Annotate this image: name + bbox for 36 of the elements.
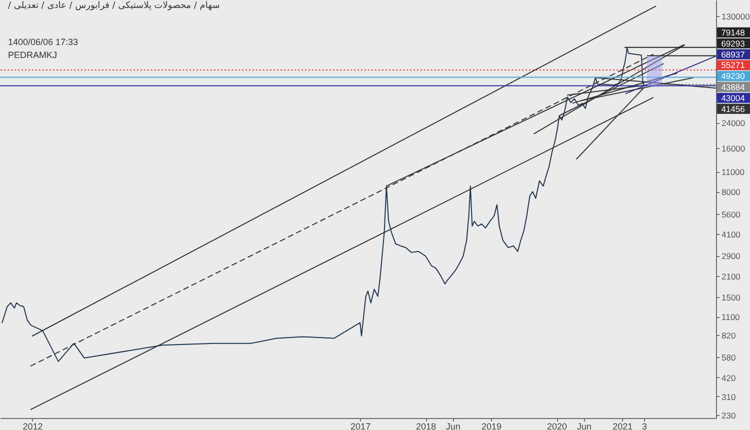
y-tick-label: 230 — [722, 410, 736, 421]
y-tick-label: 4100 — [722, 229, 741, 240]
y-tick-label: 16000 — [722, 144, 746, 154]
y-tick-label: 820 — [722, 330, 736, 341]
x-tick-label: Jun — [577, 422, 592, 430]
chart-title: سهام / محصولات پلاستیکی / فرابورس / عادی / تعدیلی / — [8, 1, 220, 11]
y-tick-label: 580 — [722, 352, 736, 362]
y-tick-label: 5600 — [722, 210, 741, 220]
x-tick-label: Jun — [446, 422, 460, 430]
annotation: 1400/06/06 17:33 — [8, 37, 78, 47]
data-label: 68937 — [721, 49, 746, 60]
y-tick-label: 11000 — [722, 167, 745, 178]
x-tick-label: 2019 — [482, 422, 502, 430]
x-tick-label: 2018 — [416, 422, 436, 430]
x-tick-label: 2012 — [22, 422, 43, 430]
x-tick-label: 2021 — [612, 422, 633, 430]
y-tick-label: 130000 — [722, 12, 750, 22]
y-tick-label: 2900 — [722, 251, 741, 262]
y-tick-label: 1100 — [722, 312, 740, 322]
ref-line-label: 43004 — [721, 92, 746, 103]
data-label: 69293 — [721, 38, 746, 48]
y-tick-label: 420 — [722, 372, 736, 383]
data-label: 79148 — [721, 27, 746, 38]
x-tick-label: 2017 — [350, 422, 371, 430]
ref-line-label: 49230 — [721, 71, 746, 82]
annotation: PEDRAMKJ — [8, 50, 58, 60]
y-tick-label: 310 — [722, 392, 736, 402]
data-label: 43884 — [721, 82, 746, 92]
y-tick-label: 8000 — [722, 187, 741, 198]
y-tick-label: 24000 — [722, 118, 746, 128]
y-tick-label: 2100 — [722, 271, 741, 282]
data-label: 41456 — [721, 104, 746, 114]
x-tick-label: 2020 — [546, 422, 568, 430]
x-tick-label: 3 — [642, 422, 648, 430]
y-tick-label: 1500 — [722, 292, 741, 303]
ref-line-label: 55271 — [721, 60, 746, 70]
